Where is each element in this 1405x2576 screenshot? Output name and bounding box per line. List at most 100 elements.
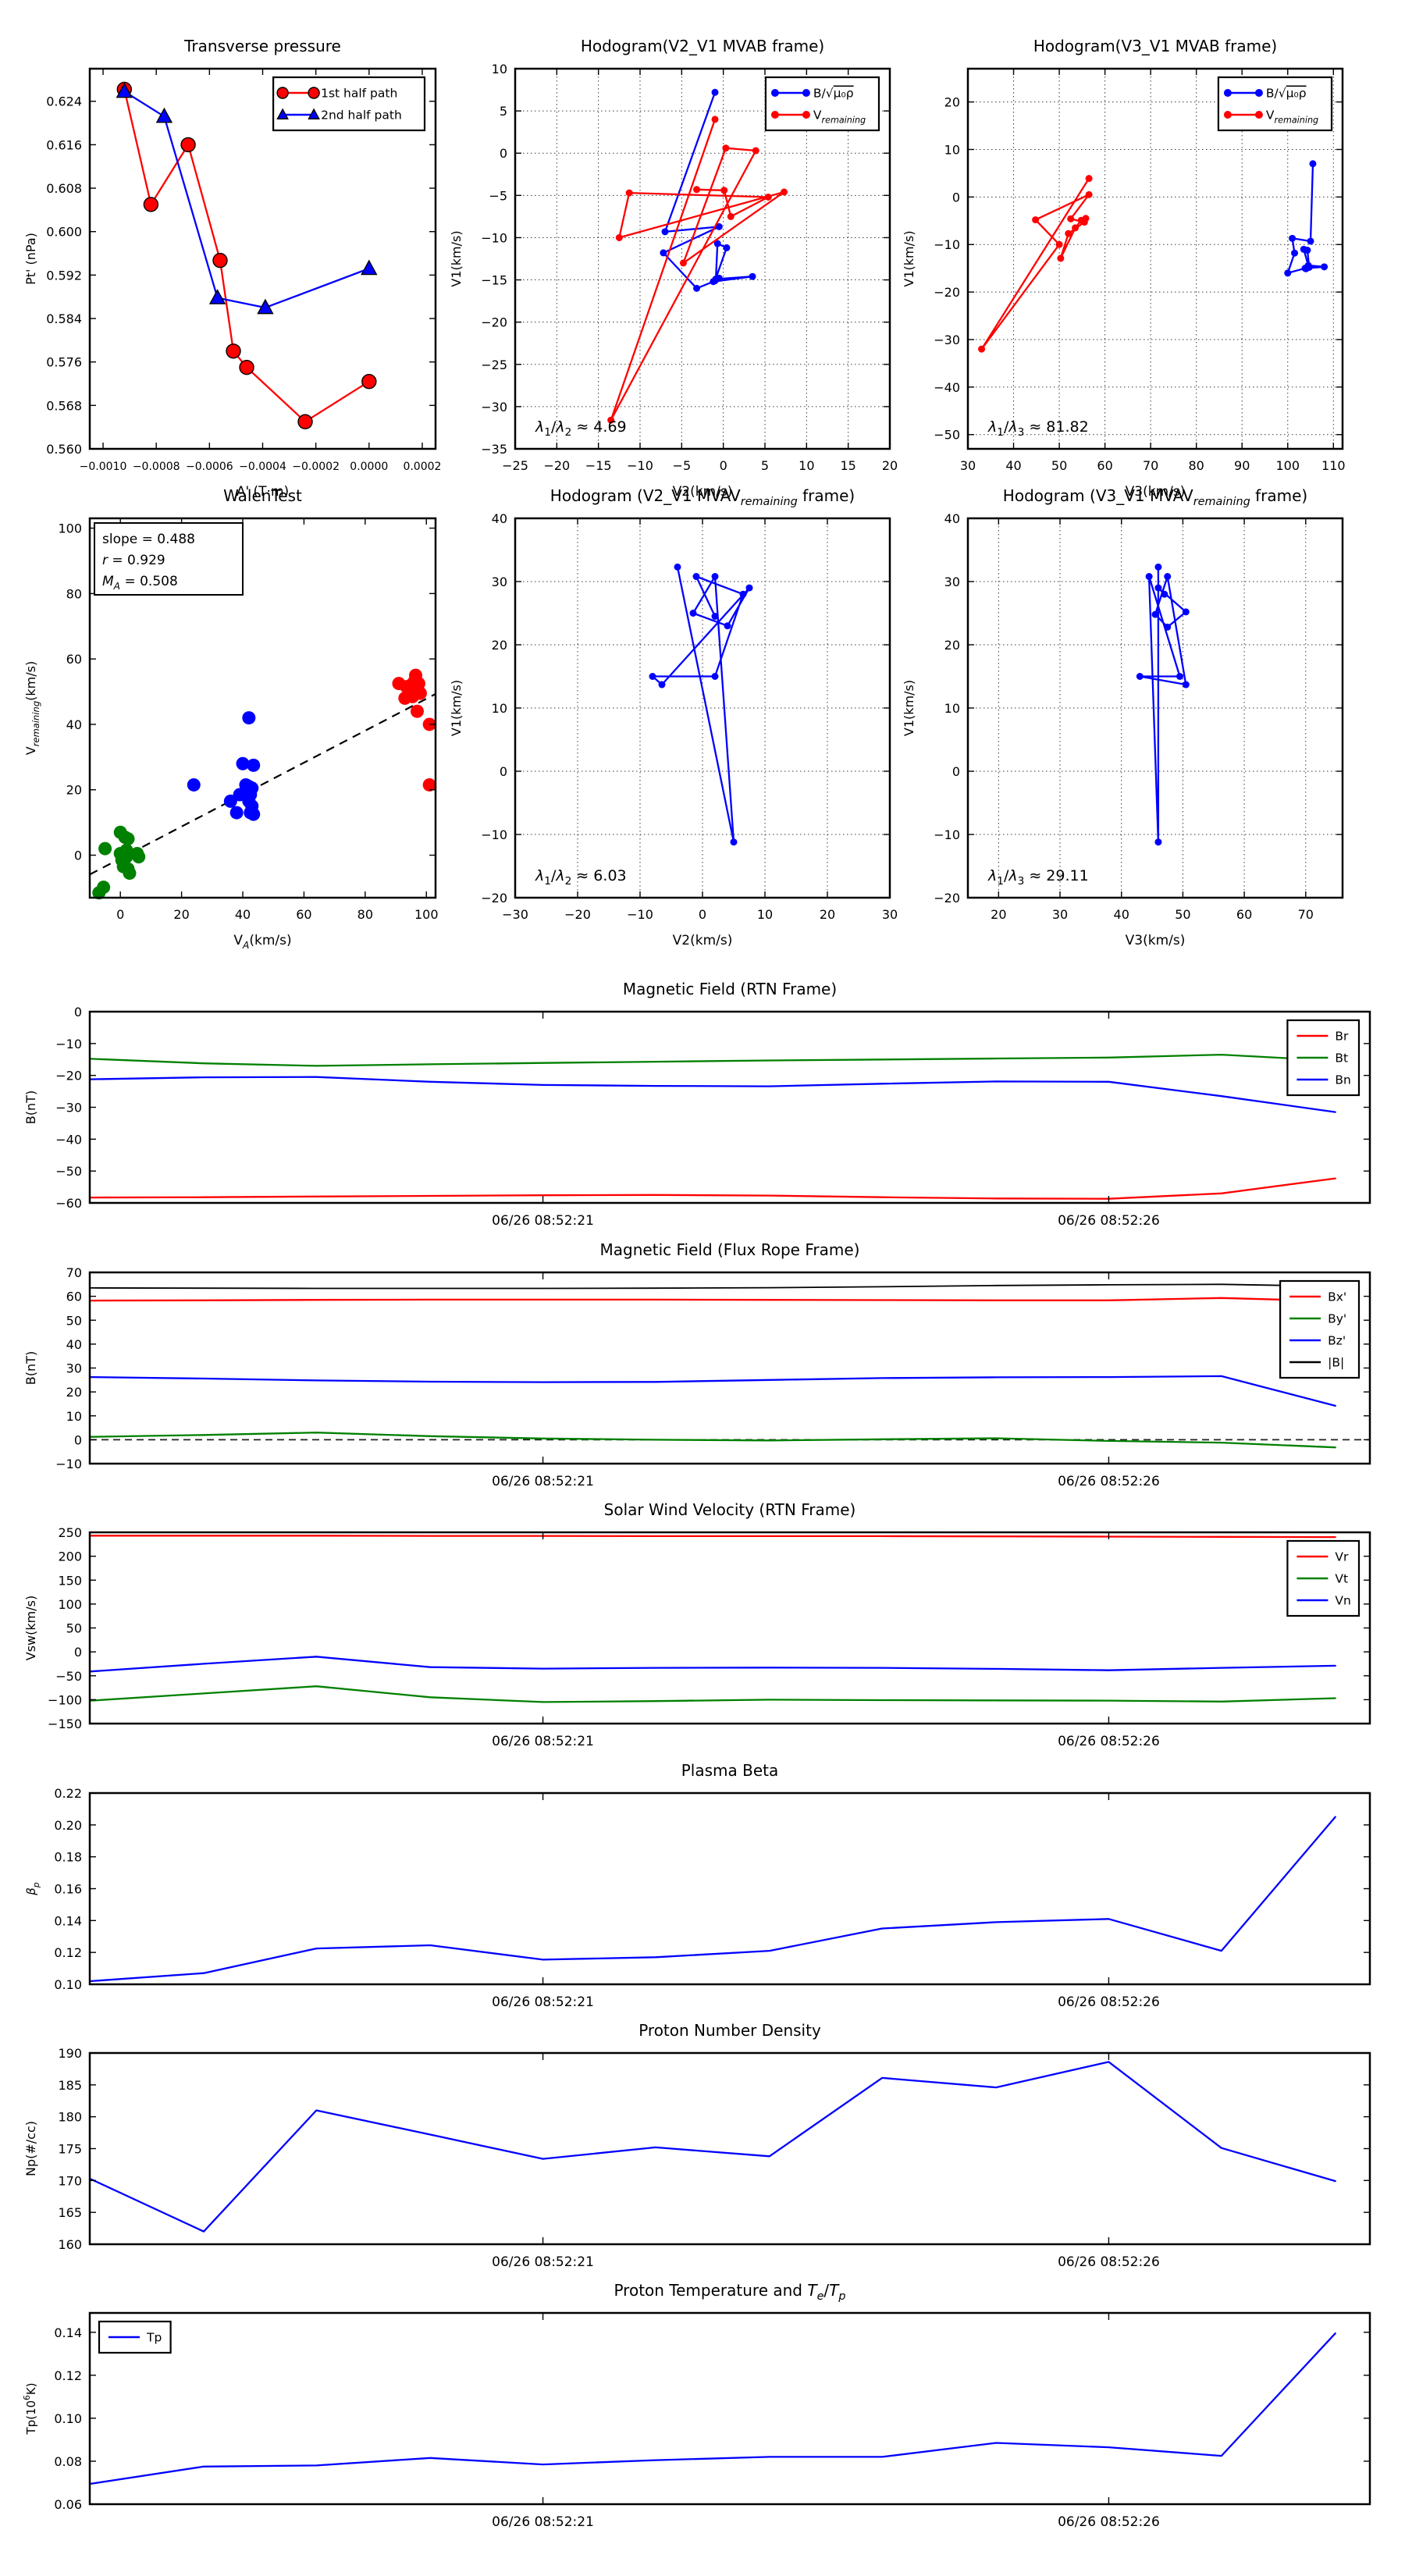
plot-title: WalenTest bbox=[223, 486, 302, 505]
x-tick-label: −20 bbox=[564, 907, 591, 922]
y-tick-label: 0.16 bbox=[54, 1882, 82, 1897]
x-tick-label: 30 bbox=[960, 458, 976, 473]
y-tick-label: 100 bbox=[58, 1597, 82, 1612]
x-tick-label: 0.0002 bbox=[403, 461, 441, 473]
transverse-pressure: Transverse pressure −0.0010 −0.0008 −0.0006… bbox=[23, 37, 441, 500]
x-axis-label: V2(km/s) bbox=[673, 484, 733, 500]
legend-label: Vremaining bbox=[813, 109, 866, 126]
y-tick-label: −30 bbox=[481, 400, 507, 415]
x-tick-label: −30 bbox=[502, 907, 528, 922]
plot-hodogram-v2v1-mvab: Hodogram(V2_V1 MVAB frame) −25 −20 −15 −10 −5… bbox=[437, 16, 933, 507]
series-line-Bx-prime bbox=[90, 1297, 1336, 1302]
axes-frame bbox=[88, 517, 437, 899]
y-axis-label: B(nT) bbox=[23, 1091, 38, 1124]
legend: Bx' By' Bz' |B| bbox=[1279, 1279, 1361, 1379]
legend-label: Vr bbox=[1335, 1550, 1349, 1564]
y-tick-label: −20 bbox=[934, 891, 960, 906]
series bbox=[978, 160, 1329, 353]
y-tick-label: 150 bbox=[58, 1573, 82, 1588]
y-tick-label: 175 bbox=[58, 2142, 82, 2157]
y-tick-label: 70 bbox=[66, 1265, 82, 1280]
y-tick-label: −10 bbox=[55, 1457, 82, 1471]
y-tick-label: 10 bbox=[944, 142, 960, 157]
series-line-Vr bbox=[90, 1535, 1336, 1539]
y-axis-label: Pt' (nPa) bbox=[23, 233, 38, 285]
plot-title: Proton Temperature and Te/Tp bbox=[614, 2281, 845, 2303]
series-markers-V-remaining-path bbox=[649, 563, 753, 846]
y-tick-label: 200 bbox=[58, 1550, 82, 1564]
series bbox=[90, 2061, 1336, 2233]
y-tick-label: 0.560 bbox=[46, 442, 82, 457]
plot-walen-test: WalenTest 0 20 40 60 80 100 0 20 40 60 80 100 VA(km/s… bbox=[12, 465, 478, 956]
y-tick-label: 40 bbox=[66, 1337, 82, 1352]
x-tick-label: −0.0010 bbox=[80, 461, 127, 473]
series bbox=[649, 563, 753, 846]
legend-label: Vt bbox=[1335, 1572, 1348, 1586]
legend: 1st half path 2nd half path bbox=[272, 76, 426, 132]
proton-number-density: Proton Number Density 06/26 08:52:21 06/26… bbox=[23, 2021, 1371, 2270]
proton-temperature: Proton Temperature and Te/Tp 06/26 08:52:… bbox=[22, 2281, 1371, 2530]
series-markers-V-remaining bbox=[607, 116, 788, 424]
time-tick-label: 06/26 08:52:21 bbox=[492, 1734, 594, 1749]
y-tick-label: −50 bbox=[55, 1164, 82, 1179]
y-tick-label: −10 bbox=[55, 1037, 82, 1051]
time-tick-label: 06/26 08:52:21 bbox=[492, 2514, 594, 2530]
y-tick-label: 185 bbox=[58, 2078, 82, 2093]
series-line-Bz-prime bbox=[90, 1375, 1336, 1407]
x-tick-label: 50 bbox=[1051, 458, 1067, 473]
y-tick-label: 0.10 bbox=[54, 2411, 82, 2426]
y-tick-label: 0.624 bbox=[46, 94, 82, 109]
y-tick-label: 0 bbox=[500, 764, 507, 779]
lambda-ratio-annotation: λ1/λ2 ≈ 4.69 bbox=[535, 418, 627, 439]
x-tick-label: −10 bbox=[627, 458, 653, 473]
series-markers-B-alfven-units bbox=[660, 88, 756, 292]
plot-plasma-beta: Plasma Beta 06/26 08:52:21 06/26 08:52:26 0… bbox=[12, 1740, 1405, 2039]
plot-title: Magnetic Field (RTN Frame) bbox=[623, 980, 837, 998]
y-tick-label: −25 bbox=[481, 358, 507, 372]
x-tick-label: −0.0008 bbox=[133, 461, 180, 473]
x-tick-label: 20 bbox=[882, 458, 898, 473]
y-tick-label: −50 bbox=[55, 1669, 82, 1684]
time-tick-label: 06/26 08:52:21 bbox=[492, 2254, 594, 2270]
plasma-beta: Plasma Beta 06/26 08:52:21 06/26 08:52:26 0… bbox=[24, 1761, 1371, 2010]
axes-frame bbox=[514, 67, 891, 450]
legend-label: Bn bbox=[1335, 1073, 1350, 1087]
x-tick-label: 40 bbox=[1114, 907, 1129, 922]
y-tick-label: −100 bbox=[48, 1692, 82, 1707]
y-tick-label: −30 bbox=[934, 333, 960, 347]
x-tick-label: 0 bbox=[720, 458, 727, 473]
x-axis-label: V2(km/s) bbox=[673, 933, 733, 948]
time-tick-label: 06/26 08:52:26 bbox=[1058, 1474, 1160, 1489]
x-tick-label: 0.0000 bbox=[350, 461, 388, 473]
x-tick-label: 80 bbox=[357, 907, 373, 922]
y-tick-label: 80 bbox=[66, 586, 82, 601]
legend-label: Tp bbox=[146, 2331, 162, 2345]
y-tick-label: 0 bbox=[74, 1432, 82, 1447]
x-tick-label: −20 bbox=[543, 458, 570, 473]
y-tick-label: −5 bbox=[489, 188, 507, 203]
stats-line: slope = 0.488 bbox=[102, 532, 195, 547]
x-axis-label: VA(km/s) bbox=[233, 933, 291, 951]
legend: B/√μ₀ρ Vremaining bbox=[1217, 76, 1333, 132]
series-line-Bn bbox=[90, 1076, 1336, 1113]
series bbox=[92, 668, 436, 900]
x-tick-label: 40 bbox=[1005, 458, 1021, 473]
y-tick-label: 0.08 bbox=[54, 2454, 82, 2469]
y-tick-label: 50 bbox=[66, 1313, 82, 1328]
x-tick-label: 70 bbox=[1143, 458, 1158, 473]
time-tick-label: 06/26 08:52:21 bbox=[492, 1213, 594, 1229]
y-tick-label: 0.584 bbox=[46, 311, 82, 326]
x-axis-label: A' (T·m) bbox=[237, 484, 289, 500]
series-markers-V-remaining bbox=[978, 175, 1093, 353]
series bbox=[90, 1053, 1336, 1200]
plot-hodogram-v2v1-mvav: Hodogram (V2_V1 MVAVremaining frame) −30−… bbox=[437, 465, 933, 956]
plot-hodogram-v3v1-mvav: Hodogram (V3_V1 MVAVremaining frame) 20 30… bbox=[890, 465, 1385, 956]
series-line-Vt bbox=[90, 1685, 1336, 1703]
x-tick-label: 20 bbox=[820, 907, 835, 922]
y-tick-label: 30 bbox=[66, 1361, 82, 1376]
x-tick-label: 60 bbox=[1236, 907, 1252, 922]
lambda-ratio-annotation: λ1/λ3 ≈ 29.11 bbox=[987, 867, 1089, 888]
tick-marks bbox=[90, 1011, 1370, 1204]
y-axis-label: Vremaining(km/s) bbox=[23, 661, 41, 755]
plot-title: Transverse pressure bbox=[183, 37, 341, 55]
